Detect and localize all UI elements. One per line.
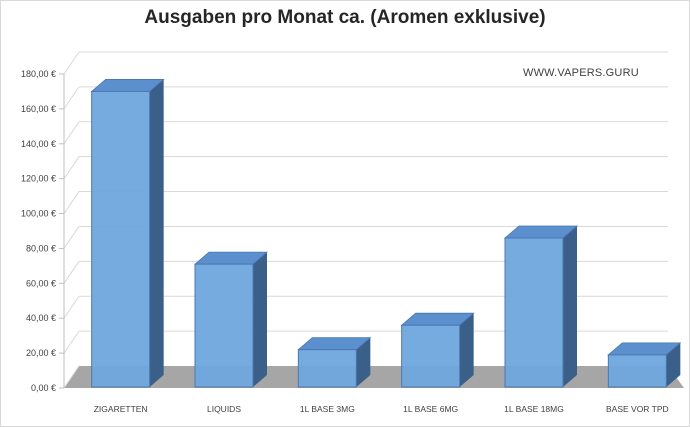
- ytick-label: 80,00 €: [26, 243, 56, 253]
- ytick-label: 140,00 €: [21, 139, 56, 149]
- bar: [297, 349, 357, 388]
- bar-side: [356, 337, 371, 387]
- bar-side: [253, 252, 267, 387]
- ytick-label: 20,00 €: [26, 348, 56, 358]
- gridline-diagonal: [63, 86, 80, 110]
- watermark-label: WWW.VAPERS.GURU: [523, 67, 639, 79]
- gridline-diagonal: [63, 330, 80, 354]
- ytick-label: 180,00 €: [21, 69, 56, 79]
- bar: [607, 354, 667, 388]
- gridline-diagonal: [63, 191, 80, 214]
- bar-side: [666, 342, 681, 387]
- ytick-label: 100,00 €: [21, 209, 56, 219]
- gridline-diagonal: [63, 156, 80, 179]
- bar: [194, 263, 254, 388]
- gridline-diagonal: [63, 226, 80, 249]
- gridline-diagonal: [63, 261, 80, 284]
- gridline-diagonal: [63, 295, 80, 319]
- xtick-label: 1L BASE 3MG: [300, 404, 355, 414]
- bar: [401, 324, 461, 388]
- chart-title: Ausgaben pro Monat ca. (Aromen exklusive…: [144, 7, 546, 28]
- bar-side: [459, 313, 474, 387]
- gridline-diagonal: [63, 51, 80, 75]
- gridline-diagonal: [63, 121, 80, 145]
- bar-side: [149, 79, 164, 387]
- xtick-label: ZIGARETTEN: [94, 404, 148, 414]
- ytick-label: 160,00 €: [21, 104, 56, 114]
- ytick-label: 0,00 €: [31, 383, 56, 393]
- ytick-label: 120,00 €: [21, 174, 56, 184]
- bar-side: [563, 225, 577, 387]
- gridline-diagonal: [63, 365, 80, 389]
- xtick-label: 1L BASE 18MG: [504, 404, 564, 414]
- xtick-label: 1L BASE 6MG: [403, 404, 458, 414]
- xtick-label: LIQUIDS: [207, 404, 241, 414]
- bar: [504, 237, 564, 388]
- ytick-label: 40,00 €: [26, 313, 56, 323]
- bar: [91, 90, 151, 388]
- xtick-label: BASE VOR TPD: [606, 404, 669, 414]
- ytick-label: 60,00 €: [26, 278, 56, 288]
